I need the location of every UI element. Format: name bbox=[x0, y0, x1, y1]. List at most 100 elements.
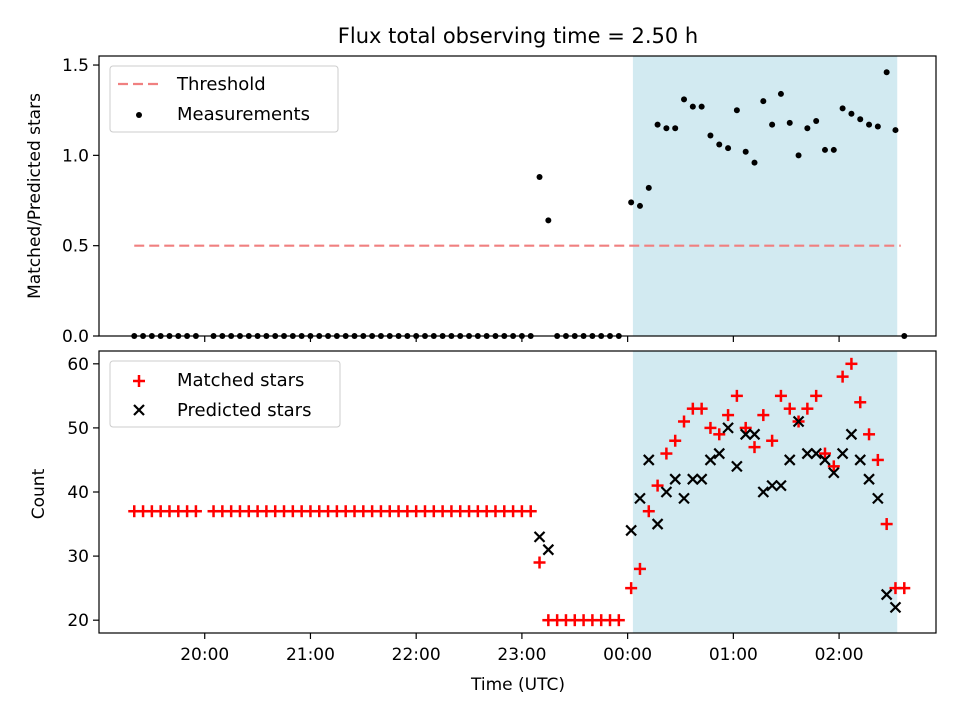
legend-matched-swatch bbox=[133, 375, 145, 387]
matched-star-marker bbox=[801, 402, 814, 415]
predicted-star-marker bbox=[889, 601, 902, 614]
bottom-y-axis-label: Count bbox=[29, 468, 49, 519]
predicted-star-marker bbox=[801, 447, 814, 460]
predicted-star-marker bbox=[660, 486, 673, 498]
bottom-y-ticks: 20 30 40 50 60 bbox=[67, 355, 99, 631]
matched-star-marker bbox=[836, 370, 849, 383]
predicted-star-marker bbox=[687, 473, 699, 485]
measurement-point bbox=[821, 146, 828, 153]
measurement-point bbox=[536, 174, 543, 181]
matched-star-marker bbox=[713, 428, 726, 441]
measurement-point bbox=[725, 145, 732, 152]
matched-star-marker bbox=[854, 396, 867, 409]
predicted-star-marker bbox=[739, 428, 752, 441]
matched-star-marker bbox=[704, 421, 717, 434]
y-tick-label: 40 bbox=[67, 483, 89, 503]
measurement-point bbox=[742, 148, 749, 155]
x-tick-label: 22:00 bbox=[392, 645, 441, 665]
bottom-predicted-markers bbox=[533, 415, 902, 614]
predicted-star-marker bbox=[722, 422, 734, 434]
predicted-star-marker bbox=[757, 486, 770, 498]
predicted-star-marker bbox=[713, 447, 726, 460]
matched-star-marker bbox=[189, 505, 202, 518]
top-axes-frame bbox=[98, 55, 937, 337]
measurement-point bbox=[689, 103, 696, 110]
legend-measurements-swatch bbox=[136, 112, 142, 118]
predicted-star-marker bbox=[810, 447, 822, 460]
measurement-point bbox=[804, 125, 811, 132]
top-legend: Threshold Measurements bbox=[109, 65, 339, 133]
predicted-star-marker bbox=[731, 460, 743, 473]
top-y-axis-label: Matched/Predicted stars bbox=[25, 93, 45, 299]
predicted-star-marker bbox=[783, 454, 796, 466]
measurement-point bbox=[636, 202, 643, 209]
measurement-point bbox=[751, 159, 758, 166]
predicted-star-marker bbox=[542, 543, 555, 556]
legend-predicted-label: Predicted stars bbox=[177, 400, 311, 421]
matched-star-marker bbox=[633, 562, 646, 575]
measurement-point bbox=[786, 119, 793, 126]
y-tick-label: 20 bbox=[67, 611, 89, 631]
legend-measurements-label: Measurements bbox=[177, 104, 310, 125]
predicted-star-marker bbox=[642, 454, 655, 466]
predicted-star-marker bbox=[828, 466, 840, 479]
measurement-point bbox=[813, 118, 820, 125]
legend-predicted-swatch bbox=[133, 404, 145, 416]
matched-star-marker bbox=[722, 409, 735, 422]
legend-threshold-label: Threshold bbox=[176, 74, 266, 95]
measurement-point bbox=[733, 107, 740, 114]
top-legend-box bbox=[109, 65, 339, 133]
bottom-shaded-region bbox=[632, 351, 898, 633]
x-tick-label: 00:00 bbox=[603, 645, 652, 665]
matched-star-marker bbox=[748, 441, 761, 454]
measurement-point bbox=[716, 141, 723, 148]
matched-star-marker bbox=[871, 453, 884, 466]
measurement-point bbox=[866, 121, 873, 128]
predicted-star-marker bbox=[863, 473, 875, 485]
matched-star-marker bbox=[660, 447, 673, 460]
bottom-panel: 20 30 40 50 60 20:00 21:00 22:00 23:00 00:00 01:0… bbox=[29, 350, 937, 695]
predicted-star-marker bbox=[748, 428, 761, 441]
predicted-star-marker bbox=[704, 454, 717, 466]
predicted-star-marker bbox=[845, 428, 858, 441]
matched-star-marker bbox=[533, 556, 546, 569]
measurement-point bbox=[545, 217, 552, 224]
measurement-point bbox=[874, 123, 881, 130]
y-tick-label: 0.5 bbox=[62, 237, 89, 257]
matched-star-marker bbox=[898, 582, 911, 595]
top-panel: 0.0 0.5 1.0 1.5 Matched/Predicted stars Thr… bbox=[25, 55, 937, 347]
y-tick-label: 50 bbox=[67, 419, 89, 439]
measurement-point bbox=[654, 121, 661, 128]
measurement-point bbox=[848, 110, 855, 117]
measurement-point bbox=[795, 152, 802, 159]
matched-star-marker bbox=[524, 505, 537, 518]
matched-star-marker bbox=[669, 434, 682, 447]
predicted-star-marker bbox=[766, 479, 778, 492]
predicted-star-marker bbox=[880, 588, 893, 601]
predicted-star-marker bbox=[819, 454, 831, 466]
matched-star-marker bbox=[678, 415, 691, 428]
top-y-ticks: 0.0 0.5 1.0 1.5 bbox=[62, 56, 99, 347]
matched-star-marker bbox=[845, 357, 858, 370]
figure-title: Flux total observing time = 2.50 h bbox=[338, 24, 698, 48]
y-tick-label: 1.0 bbox=[62, 146, 89, 166]
measurement-point bbox=[707, 132, 714, 139]
y-tick-label: 30 bbox=[67, 547, 89, 567]
predicted-star-marker bbox=[669, 473, 681, 485]
measurement-point bbox=[645, 184, 652, 191]
x-tick-label: 01:00 bbox=[709, 645, 758, 665]
predicted-star-marker bbox=[533, 531, 546, 543]
measurement-point bbox=[672, 125, 679, 132]
matched-star-marker bbox=[766, 434, 779, 447]
matched-star-marker bbox=[730, 389, 743, 402]
measurement-point bbox=[883, 69, 890, 76]
x-tick-label: 20:00 bbox=[180, 645, 229, 665]
matched-star-marker bbox=[827, 460, 840, 473]
x-tick-label: 21:00 bbox=[286, 645, 335, 665]
bottom-axes-frame bbox=[98, 350, 937, 634]
x-tick-label: 02:00 bbox=[815, 645, 864, 665]
measurement-point bbox=[698, 103, 705, 110]
predicted-star-marker bbox=[854, 454, 867, 466]
predicted-star-marker bbox=[634, 492, 646, 505]
